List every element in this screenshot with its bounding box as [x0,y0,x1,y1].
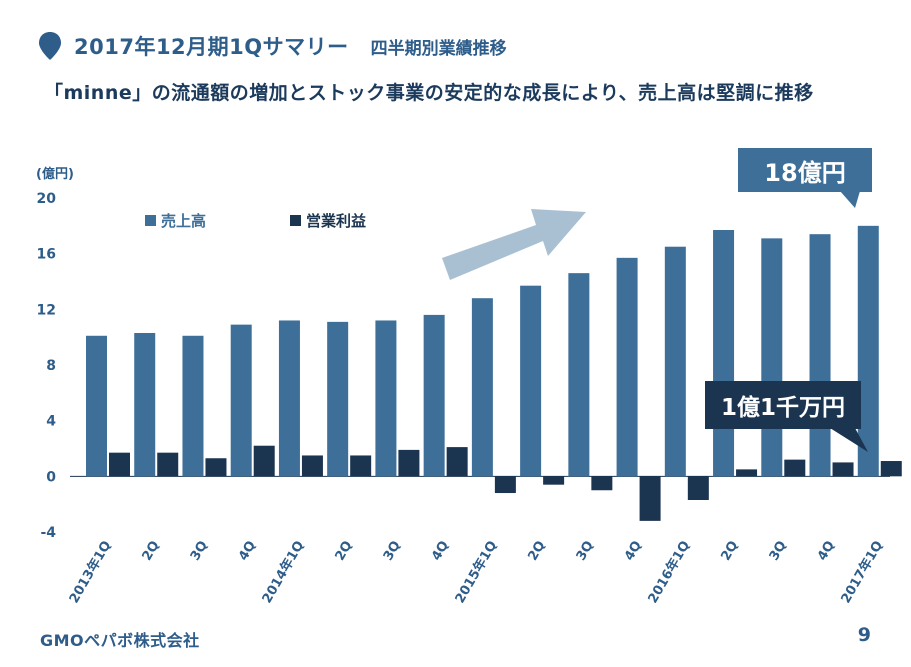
sales-bar [713,230,735,477]
sales-bar [278,320,300,477]
page-number: 9 [857,624,871,646]
x-tick-label: 4Q [815,539,838,564]
legend-swatch [290,215,301,226]
x-tick-label: 2Q [333,539,356,564]
x-tick-label: 2017年1Q [838,538,886,606]
y-axis-unit: (億円) [36,166,74,182]
profit-bar [398,449,420,477]
legend-label: 営業利益 [306,212,366,230]
profit-bar [784,459,806,477]
y-tick-label: 12 [37,302,56,318]
profit-bar [543,476,565,485]
profit-callout: 1億1千万円 [705,381,861,429]
x-tick-label: 3Q [188,539,211,564]
sales-bar [423,314,445,477]
sales-bar [616,257,638,477]
growth-arrow [442,209,586,280]
sales-bar [568,273,590,477]
profit-bar [446,447,468,477]
sales-bar [761,238,783,477]
x-tick-label: 3Q [767,539,790,564]
y-tick-label: 8 [46,358,56,374]
map-pin-icon [39,32,61,60]
y-tick-label: 20 [37,191,57,207]
x-tick-label: 2013年1Q [66,538,114,606]
sales-bar [471,298,493,477]
y-tick-label: 4 [46,414,56,430]
x-tick-label: 3Q [381,539,404,564]
profit-bar [205,458,227,477]
x-tick-label: 4Q [429,539,452,564]
profit-bar [157,452,179,477]
sales-bar [520,285,542,477]
x-tick-label: 2Q [526,539,549,564]
profit-bar [494,476,516,494]
sales-bar [857,225,879,477]
sales-bar [182,335,204,477]
sales-bar [809,234,831,477]
title-row: 2017年12月期1Qサマリー 四半期別業績推移 [38,26,507,66]
profit-bar [253,445,275,477]
x-tick-label: 2014年1Q [259,538,307,606]
profit-bar [591,476,613,491]
x-tick-label: 3Q [574,539,597,564]
sales-bar [327,321,349,477]
x-tick-label: 2Q [140,539,163,564]
y-tick-label: 0 [46,469,56,485]
sales-callout: 18億円 [738,148,872,192]
x-tick-label: 2016年1Q [645,538,693,606]
x-tick-label: 4Q [622,539,645,564]
profit-bar [350,455,372,477]
company-logo: GMOペパボ株式会社 [40,631,200,650]
sales-bar [230,324,252,477]
headline: 「minne」の流通額の増加とストック事業の安定的な成長により、売上高は堅調に推… [44,82,814,104]
profit-bar [880,461,902,477]
sales-bar [664,246,686,477]
profit-bar [301,455,323,477]
profit-bar [639,476,661,521]
sales-bar [134,332,156,477]
x-tick-label: 2Q [718,539,741,564]
x-tick-label: 4Q [236,539,259,564]
sales-bar [86,335,107,477]
profit-bar [736,469,758,477]
page-subtitle: 四半期別業績推移 [370,38,507,59]
profit-bar [109,452,130,477]
profit-bar [687,476,709,500]
page-title: 2017年12月期1Qサマリー [74,35,349,59]
y-tick-label: -4 [40,525,56,541]
legend-swatch [145,215,156,226]
sales-bar [375,320,397,477]
y-tick-label: 16 [37,247,56,263]
x-tick-label: 2015年1Q [452,538,500,606]
legend-label: 売上高 [161,212,206,230]
profit-bar [832,462,854,477]
